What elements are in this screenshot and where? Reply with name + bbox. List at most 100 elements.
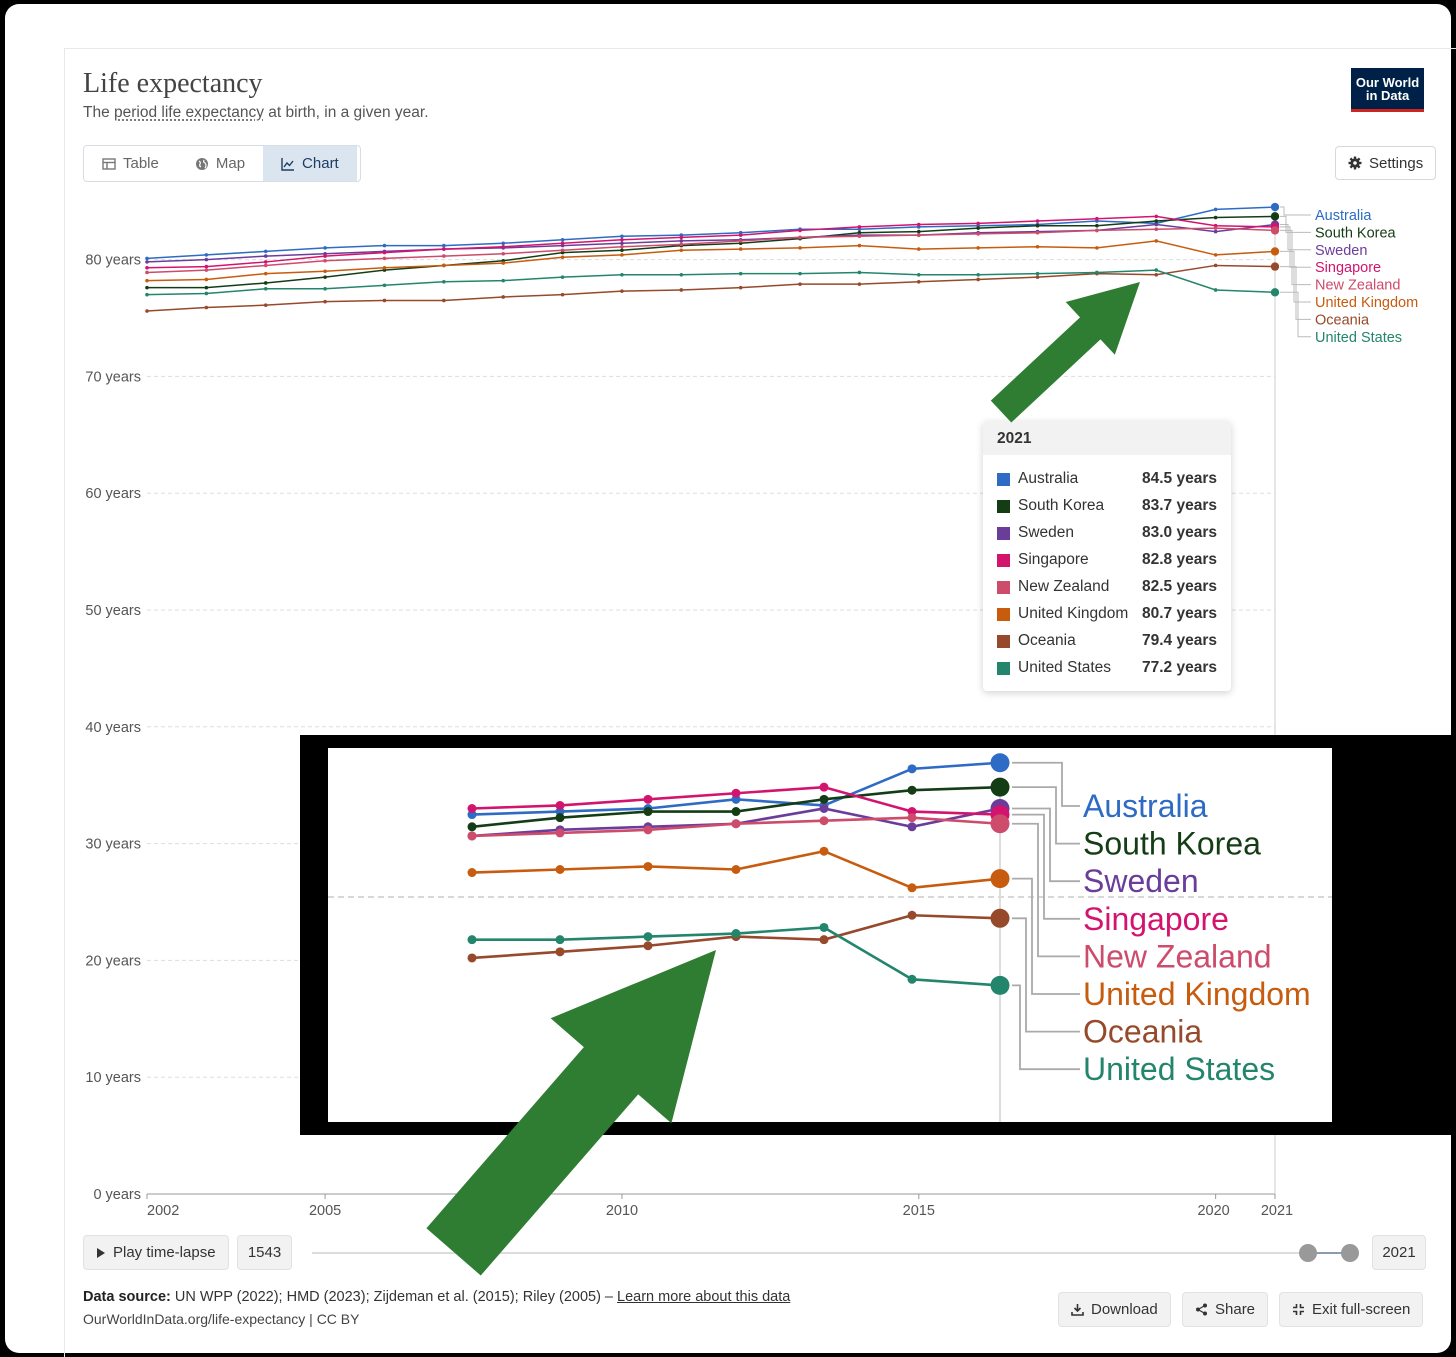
data-point (1095, 223, 1099, 228)
learn-more-link[interactable]: Learn more about this data (617, 1289, 791, 1305)
tooltip-swatch (997, 634, 1010, 648)
data-point (1095, 270, 1099, 275)
tab-table[interactable]: Table (84, 146, 177, 181)
data-point (738, 271, 743, 276)
inset-point (731, 865, 741, 874)
data-point (323, 287, 327, 291)
inset-series-label: South Korea (1083, 826, 1261, 862)
series-line-south-korea (147, 215, 1276, 289)
y-tick-label: 70 years (85, 369, 141, 385)
inset-point (907, 974, 917, 984)
tooltip-row: United Kingdom 80.7 years (997, 604, 1217, 624)
tooltip-row: South Korea 83.7 years (997, 496, 1217, 516)
tooltip-row: New Zealand 82.5 years (997, 577, 1217, 597)
timeline-slider[interactable] (300, 1240, 1370, 1266)
chart-subtitle: The period life expectancy at birth, in … (83, 104, 429, 122)
tooltip-row: United States 77.2 years (997, 658, 1217, 678)
label-connector (1280, 229, 1311, 286)
data-point (798, 271, 802, 276)
download-button[interactable]: Download (1058, 1292, 1171, 1327)
tab-map[interactable]: Map (177, 146, 263, 181)
tooltip-series-name: United Kingdom (1018, 605, 1129, 622)
play-timelapse-button[interactable]: Play time-lapse (83, 1235, 229, 1270)
y-tick-label: 0 years (93, 1187, 141, 1203)
data-point (1154, 272, 1159, 277)
data-point (976, 221, 980, 226)
inset-point (467, 868, 477, 878)
tooltip-swatch (997, 607, 1010, 621)
inset-point (467, 831, 477, 841)
tooltip-year: 2021 (983, 421, 1231, 455)
timeline-end-handle[interactable] (1341, 1244, 1359, 1262)
series-line-oceania (146, 264, 1276, 312)
data-point (145, 292, 149, 297)
data-point (1213, 226, 1218, 230)
data-point (679, 288, 684, 292)
data-point (738, 239, 743, 243)
data-point (442, 254, 446, 258)
inset-point (907, 883, 917, 893)
tooltip-series-name: United States (1018, 659, 1112, 676)
data-point (620, 272, 624, 277)
owid-logo[interactable]: Our World in Data (1351, 68, 1424, 112)
data-point (560, 237, 565, 242)
series-label: United Kingdom (1315, 295, 1418, 311)
inset-point (731, 807, 741, 817)
data-point (204, 253, 209, 257)
timeline-start-handle[interactable] (1299, 1244, 1317, 1262)
inset-connector (1012, 786, 1080, 845)
inset-point (467, 953, 477, 963)
inset-point (555, 800, 565, 810)
tooltip-value: 80.7 years (1142, 605, 1217, 622)
series-line-singapore (146, 215, 1276, 269)
data-point (1035, 223, 1040, 228)
label-connector (1280, 226, 1311, 268)
data-point (1270, 202, 1280, 212)
inset-point (467, 935, 477, 945)
tooltip-value: 77.2 years (1142, 659, 1217, 676)
logo-line-1: Our World (1355, 74, 1420, 90)
data-point (442, 247, 446, 251)
exit-fullscreen-button[interactable]: Exit full-screen (1279, 1292, 1424, 1327)
share-button[interactable]: Share (1182, 1292, 1269, 1327)
data-point (620, 253, 624, 257)
inset-series-label: Singapore (1083, 901, 1229, 937)
play-icon (97, 1247, 105, 1258)
series-line-new-zealand (146, 227, 1276, 274)
tooltip-value: 83.7 years (1142, 497, 1217, 514)
tab-chart[interactable]: Chart (263, 146, 357, 181)
url-license[interactable]: OurWorldInData.org/life-expectancy | CC … (83, 1311, 360, 1327)
inset-point (555, 865, 565, 874)
data-point (976, 232, 980, 236)
inset-point (643, 825, 653, 835)
subtitle-definition-link[interactable]: period life expectancy (114, 104, 264, 121)
inset-connector (1012, 822, 1080, 958)
y-tick-label: 80 years (85, 253, 141, 269)
share-icon (1196, 1303, 1207, 1316)
share-label: Share (1215, 1301, 1256, 1318)
download-label: Download (1091, 1301, 1158, 1318)
timeline-start-year[interactable]: 1543 (237, 1235, 292, 1270)
timeline-end-year[interactable]: 2021 (1372, 1235, 1426, 1270)
data-point (738, 233, 743, 237)
data-point (1095, 216, 1099, 221)
data-point (204, 277, 209, 282)
data-point (382, 298, 387, 303)
data-point (263, 260, 268, 264)
settings-button[interactable]: Settings (1335, 146, 1437, 180)
inset-point (555, 947, 565, 957)
data-point (145, 265, 149, 270)
tooltip-series-name: Sweden (1018, 524, 1075, 541)
series-label: Australia (1315, 208, 1372, 224)
x-tick-label: 2002 (147, 1203, 179, 1219)
chart-title: Life expectancy (83, 68, 263, 99)
data-point (323, 299, 327, 304)
data-point (323, 246, 327, 250)
y-tick-label: 20 years (85, 953, 141, 969)
data-point (323, 269, 327, 274)
subtitle-prefix: The (83, 104, 110, 121)
inset-point (907, 822, 917, 832)
data-point (679, 239, 684, 243)
data-source-text: UN WPP (2022); HMD (2023); Zijdeman et a… (174, 1289, 613, 1305)
data-point (798, 228, 802, 233)
